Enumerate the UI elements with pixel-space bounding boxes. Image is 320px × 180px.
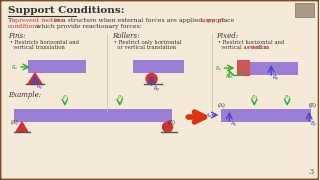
Text: rotation: rotation (247, 45, 268, 50)
Bar (28, 60, 86, 73)
Bar (14, 109, 172, 122)
Text: in a structure when external forces are applied, we place: in a structure when external forces are … (52, 18, 236, 23)
Circle shape (163, 122, 172, 132)
Text: $A_x$: $A_x$ (205, 111, 213, 120)
Text: $P_2$: $P_2$ (284, 93, 292, 102)
Text: $P_1$: $P_1$ (251, 93, 259, 102)
Bar (250, 62, 298, 75)
Circle shape (146, 73, 157, 84)
Text: To: To (8, 18, 17, 23)
Text: $A_y$: $A_y$ (230, 120, 238, 130)
Text: $P_2$: $P_2$ (117, 93, 124, 102)
Text: vertical translation: vertical translation (10, 45, 65, 50)
Text: which provide reactionary forces:: which provide reactionary forces: (34, 24, 142, 29)
Text: $P_1$: $P_1$ (62, 93, 69, 102)
Bar (237, 60, 250, 76)
Text: or vertical translation: or vertical translation (114, 45, 176, 50)
Text: (A): (A) (217, 103, 225, 108)
Text: $R_y$: $R_y$ (153, 85, 161, 95)
Polygon shape (16, 122, 28, 132)
Text: vertical as well as: vertical as well as (218, 45, 271, 50)
Text: Fixed:: Fixed: (216, 32, 238, 40)
Text: $R_x$: $R_x$ (11, 64, 19, 72)
Text: • Restrict only horizontal: • Restrict only horizontal (114, 40, 181, 45)
Text: Support Conditions:: Support Conditions: (8, 6, 124, 15)
Text: (B): (B) (168, 120, 176, 125)
Text: conditions: conditions (8, 24, 40, 29)
FancyBboxPatch shape (295, 3, 314, 17)
Text: $M_R$: $M_R$ (225, 72, 234, 81)
Text: $B_y$: $B_y$ (310, 120, 318, 130)
Text: $R_y$: $R_y$ (272, 74, 280, 84)
Text: $R_x$: $R_x$ (215, 64, 223, 73)
Text: • Restrict horizontal and: • Restrict horizontal and (218, 40, 285, 45)
Polygon shape (28, 73, 42, 84)
Text: support: support (200, 18, 225, 23)
Text: (A): (A) (11, 120, 19, 125)
Text: • Restricts horizontal and: • Restricts horizontal and (10, 40, 79, 45)
Text: Rollers:: Rollers: (112, 32, 139, 40)
Text: (B): (B) (308, 103, 316, 108)
Text: prevent motion: prevent motion (15, 18, 63, 23)
Text: $R_y$: $R_y$ (36, 83, 44, 93)
Bar (221, 109, 311, 122)
Bar (132, 60, 185, 73)
Text: Example:: Example: (8, 91, 41, 99)
Text: Pins:: Pins: (8, 32, 26, 40)
Text: 3: 3 (308, 168, 314, 176)
